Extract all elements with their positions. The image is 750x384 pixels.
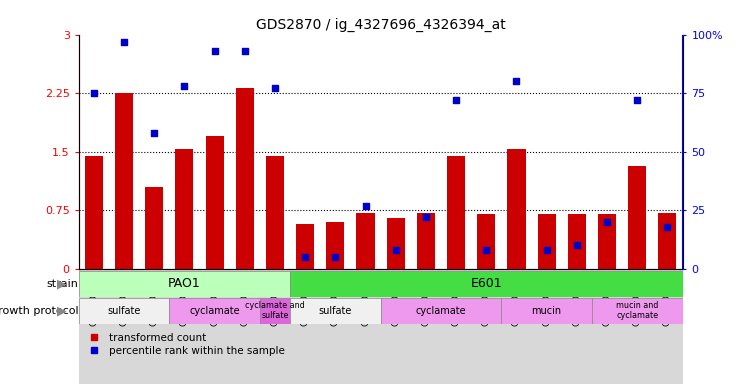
- Point: [269, 85, 281, 91]
- Legend: transformed count, percentile rank within the sample: transformed count, percentile rank withi…: [84, 333, 285, 356]
- Point: [118, 38, 130, 45]
- Bar: [380, 298, 501, 324]
- Point: [329, 254, 341, 260]
- Text: PAO1: PAO1: [168, 277, 201, 290]
- Point: [511, 78, 523, 84]
- Bar: [115, 93, 133, 269]
- Point: [420, 214, 432, 220]
- Bar: [236, 88, 254, 269]
- Text: cyclamate: cyclamate: [416, 306, 466, 316]
- Text: E601: E601: [470, 277, 502, 290]
- Bar: [79, 298, 170, 324]
- Text: growth protocol: growth protocol: [0, 306, 79, 316]
- Point: [571, 242, 583, 248]
- Text: cyclamate: cyclamate: [189, 306, 240, 316]
- Bar: [176, 149, 194, 269]
- Point: [541, 247, 553, 253]
- Bar: [85, 156, 103, 269]
- Point: [148, 130, 160, 136]
- Bar: [658, 213, 676, 269]
- Point: [662, 223, 674, 230]
- Text: mucin and
cyclamate: mucin and cyclamate: [616, 301, 658, 320]
- Bar: [206, 136, 224, 269]
- Point: [359, 202, 371, 209]
- Bar: [266, 156, 284, 269]
- Bar: [417, 213, 435, 269]
- Point: [299, 254, 311, 260]
- Bar: [79, 271, 290, 297]
- Point: [450, 97, 462, 103]
- Bar: [538, 214, 556, 269]
- Text: sulfate: sulfate: [319, 306, 352, 316]
- Bar: [356, 213, 374, 269]
- Bar: [501, 298, 592, 324]
- Point: [390, 247, 402, 253]
- Text: cyclamate and
sulfate: cyclamate and sulfate: [245, 301, 304, 320]
- Bar: [447, 156, 465, 269]
- Bar: [477, 214, 495, 269]
- Point: [601, 219, 613, 225]
- Bar: [290, 298, 380, 324]
- Point: [632, 97, 644, 103]
- Bar: [170, 298, 260, 324]
- Text: sulfate: sulfate: [107, 306, 141, 316]
- Bar: [592, 298, 682, 324]
- Bar: [598, 214, 616, 269]
- Text: ▶: ▶: [57, 304, 67, 317]
- Bar: [387, 218, 405, 269]
- Bar: [146, 187, 164, 269]
- Point: [178, 83, 190, 89]
- Bar: [508, 149, 526, 269]
- Point: [480, 247, 492, 253]
- Text: mucin: mucin: [532, 306, 562, 316]
- Text: strain: strain: [46, 279, 79, 289]
- Bar: [260, 298, 290, 324]
- Bar: [79, 269, 682, 384]
- Bar: [628, 166, 646, 269]
- Point: [209, 48, 220, 54]
- Point: [88, 90, 100, 96]
- Bar: [326, 222, 344, 269]
- Point: [238, 48, 250, 54]
- Title: GDS2870 / ig_4327696_4326394_at: GDS2870 / ig_4327696_4326394_at: [256, 18, 506, 32]
- Bar: [296, 224, 314, 269]
- Bar: [290, 271, 682, 297]
- Bar: [568, 214, 586, 269]
- Text: ▶: ▶: [57, 277, 67, 290]
